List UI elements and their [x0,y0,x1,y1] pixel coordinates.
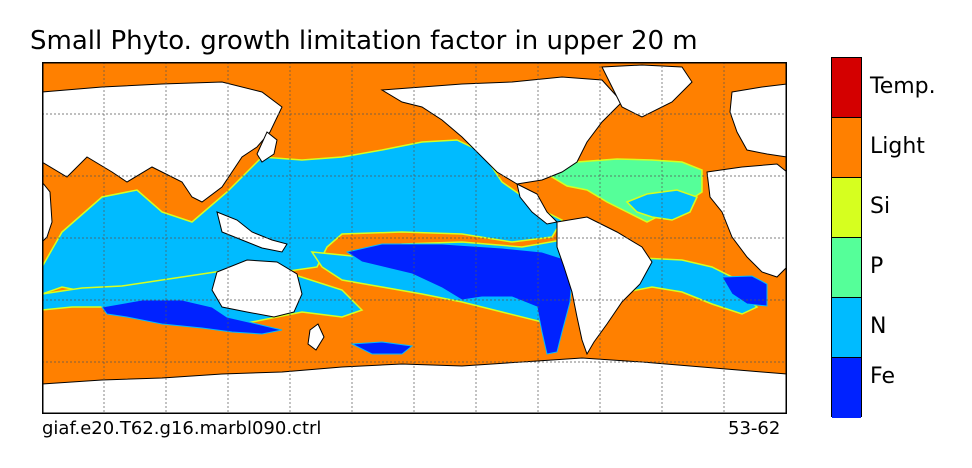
colorbar-label-si: Si [870,194,891,219]
colorbar-segment-temp [832,58,861,118]
colorbar-segment-light [832,118,861,178]
map-title: Small Phyto. growth limitation factor in… [30,26,698,56]
colorbar-segment-n [832,298,861,358]
land-central-america [516,183,559,225]
map-panel [42,62,787,414]
land-eurasia [42,81,283,203]
colorbar-label-p: P [870,254,884,279]
fe-limited-pacific [345,243,573,355]
land-masses [42,64,787,414]
run-name-caption: giaf.e20.T62.g16.marbl090.ctrl [42,418,322,439]
n-limited-north-atlantic [625,189,699,221]
land-south-america [556,216,653,356]
fe-limited-atlantic [721,275,768,307]
fe-limited-indian [101,299,283,335]
years-caption: 53-62 [728,418,781,439]
land-australia [211,259,303,318]
land-japan [256,131,278,163]
map-frame [42,62,787,414]
colorbar-segment-p [832,238,861,298]
fe-limited-antarctic-patch [350,341,414,355]
land-africa-west [42,181,53,243]
colorbar-label-light: Light [870,134,925,159]
colorbar-label-temp: Temp. [870,74,936,99]
land-greenland [601,64,693,118]
land-europe [729,83,787,158]
colorbar-segment-fe [832,358,861,418]
land-north-america [380,76,623,185]
colorbar [831,57,862,418]
land-se-asia [216,211,288,253]
map-gridlines [42,62,787,414]
land-new-zealand [307,323,325,351]
land-africa-east [706,163,787,278]
colorbar-label-fe: Fe [870,364,895,389]
colorbar-label-n: N [870,314,887,339]
limitation-map [42,62,787,414]
colorbar-segment-si [832,178,861,238]
